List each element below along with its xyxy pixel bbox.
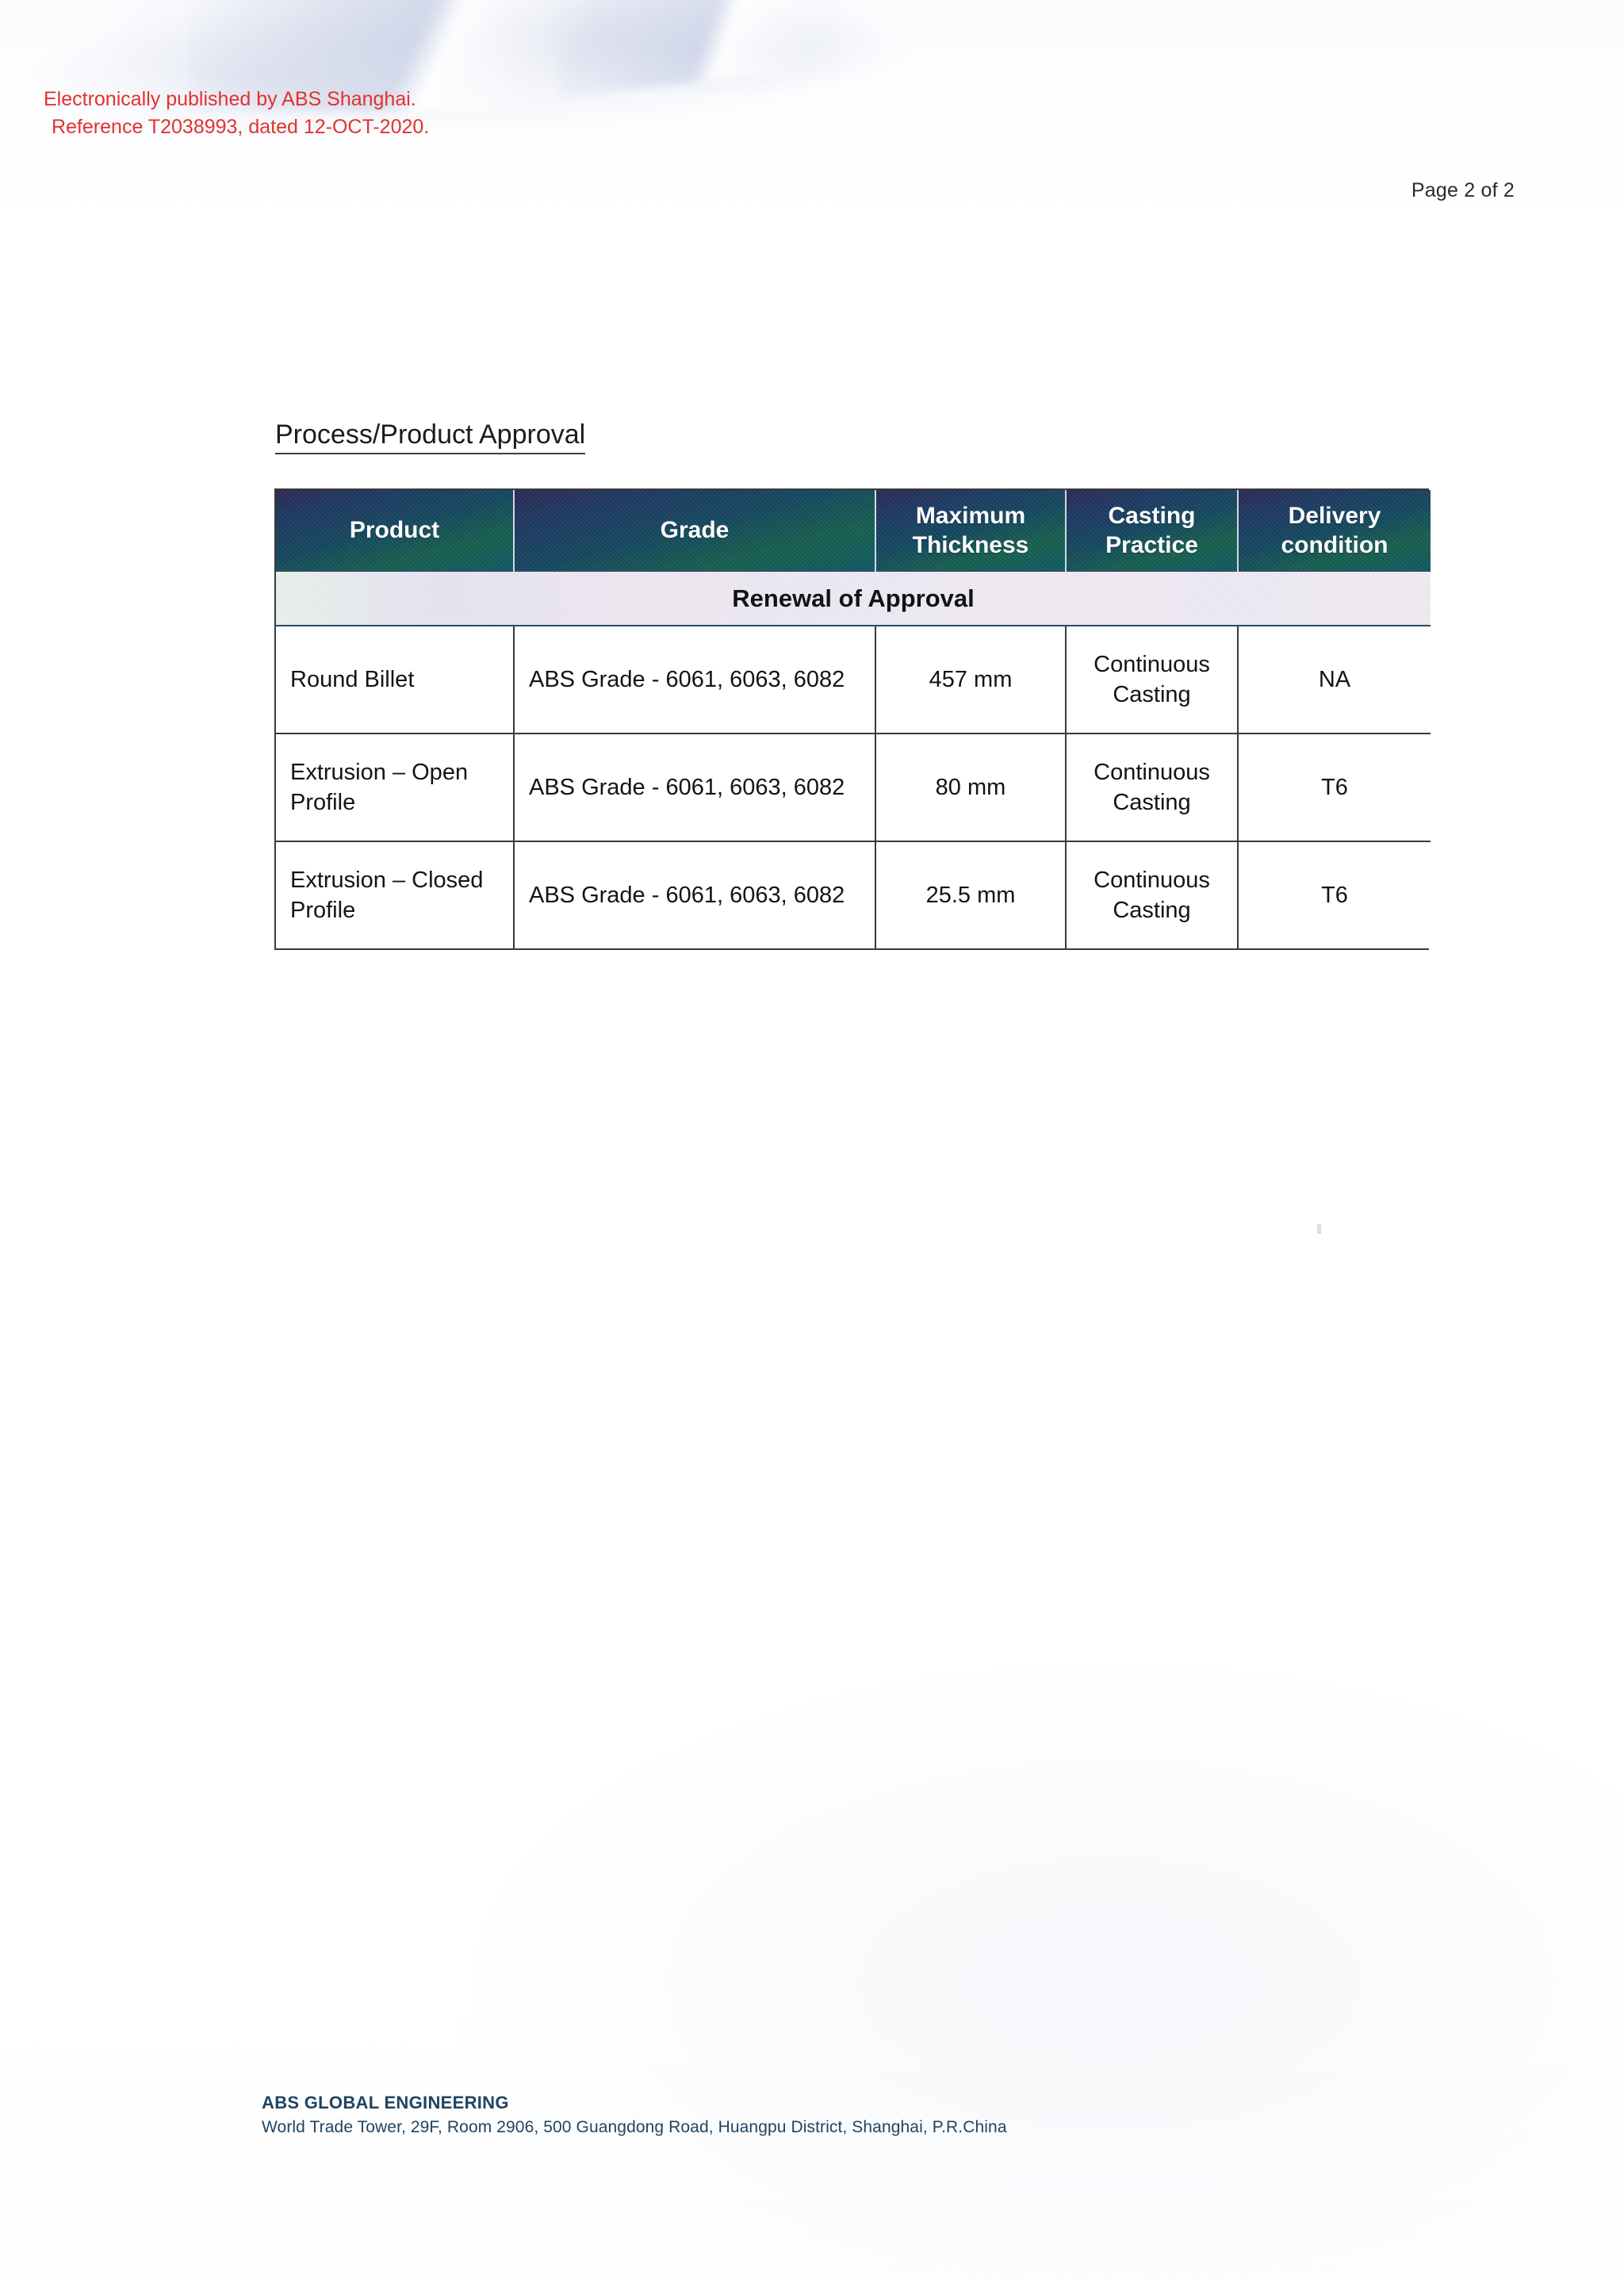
cell-delivery-condition: T6 [1238, 841, 1431, 948]
page-footer: ABS GLOBAL ENGINEERING World Trade Tower… [262, 2091, 1007, 2139]
table-header-row: Product Grade Maximum Thickness Casting … [276, 490, 1431, 571]
cell-maximum-thickness: 25.5 mm [875, 841, 1067, 948]
cell-grade: ABS Grade - 6061, 6063, 6082 [514, 626, 876, 733]
stamp-line-1: Electronically published by ABS Shanghai… [44, 88, 416, 110]
banner-label: Renewal of Approval [276, 570, 1431, 626]
cell-maximum-thickness: 80 mm [875, 733, 1067, 841]
column-header-grade: Grade [514, 490, 876, 571]
stamp-line-2: Reference T2038993, dated 12-OCT-2020. [52, 116, 430, 138]
table-body: Round Billet ABS Grade - 6061, 6063, 608… [276, 626, 1431, 948]
cell-product: Round Billet [276, 626, 515, 733]
approval-table-container: Product Grade Maximum Thickness Casting … [274, 488, 1431, 950]
column-header-casting-practice: Casting Practice [1066, 490, 1239, 571]
column-header-delivery-condition: Delivery condition [1238, 490, 1431, 571]
cell-product: Extrusion – Closed Profile [276, 841, 515, 948]
table-banner-section: Renewal of Approval [276, 570, 1431, 626]
cell-product: Extrusion – Open Profile [276, 733, 515, 841]
electronic-publication-stamp: Electronically published by ABS Shanghai… [44, 86, 429, 141]
cell-delivery-condition: NA [1238, 626, 1431, 733]
approval-table: Product Grade Maximum Thickness Casting … [276, 490, 1431, 948]
column-header-maximum-thickness: Maximum Thickness [875, 490, 1067, 571]
table-header: Product Grade Maximum Thickness Casting … [276, 490, 1431, 571]
page-number: Page 2 of 2 [1411, 179, 1515, 201]
cell-grade: ABS Grade - 6061, 6063, 6082 [514, 841, 876, 948]
cell-casting-practice: Continuous Casting [1066, 733, 1239, 841]
footer-address: World Trade Tower, 29F, Room 2906, 500 G… [262, 2118, 1007, 2136]
column-header-product: Product [276, 490, 515, 571]
banner-row: Renewal of Approval [276, 570, 1431, 626]
table-row: Round Billet ABS Grade - 6061, 6063, 608… [276, 626, 1431, 733]
scan-wrinkle-artifact-2 [550, 0, 893, 97]
table-row: Extrusion – Closed Profile ABS Grade - 6… [276, 841, 1431, 948]
cell-maximum-thickness: 457 mm [875, 626, 1067, 733]
footer-company-name: ABS GLOBAL ENGINEERING [262, 2093, 509, 2112]
cell-casting-practice: Continuous Casting [1066, 626, 1239, 733]
table-row: Extrusion – Open Profile ABS Grade - 606… [276, 733, 1431, 841]
cell-delivery-condition: T6 [1238, 733, 1431, 841]
cell-grade: ABS Grade - 6061, 6063, 6082 [514, 733, 876, 841]
scan-speck-artifact-2 [1317, 1224, 1321, 1234]
cell-casting-practice: Continuous Casting [1066, 841, 1239, 948]
section-title: Process/Product Approval [275, 419, 586, 454]
